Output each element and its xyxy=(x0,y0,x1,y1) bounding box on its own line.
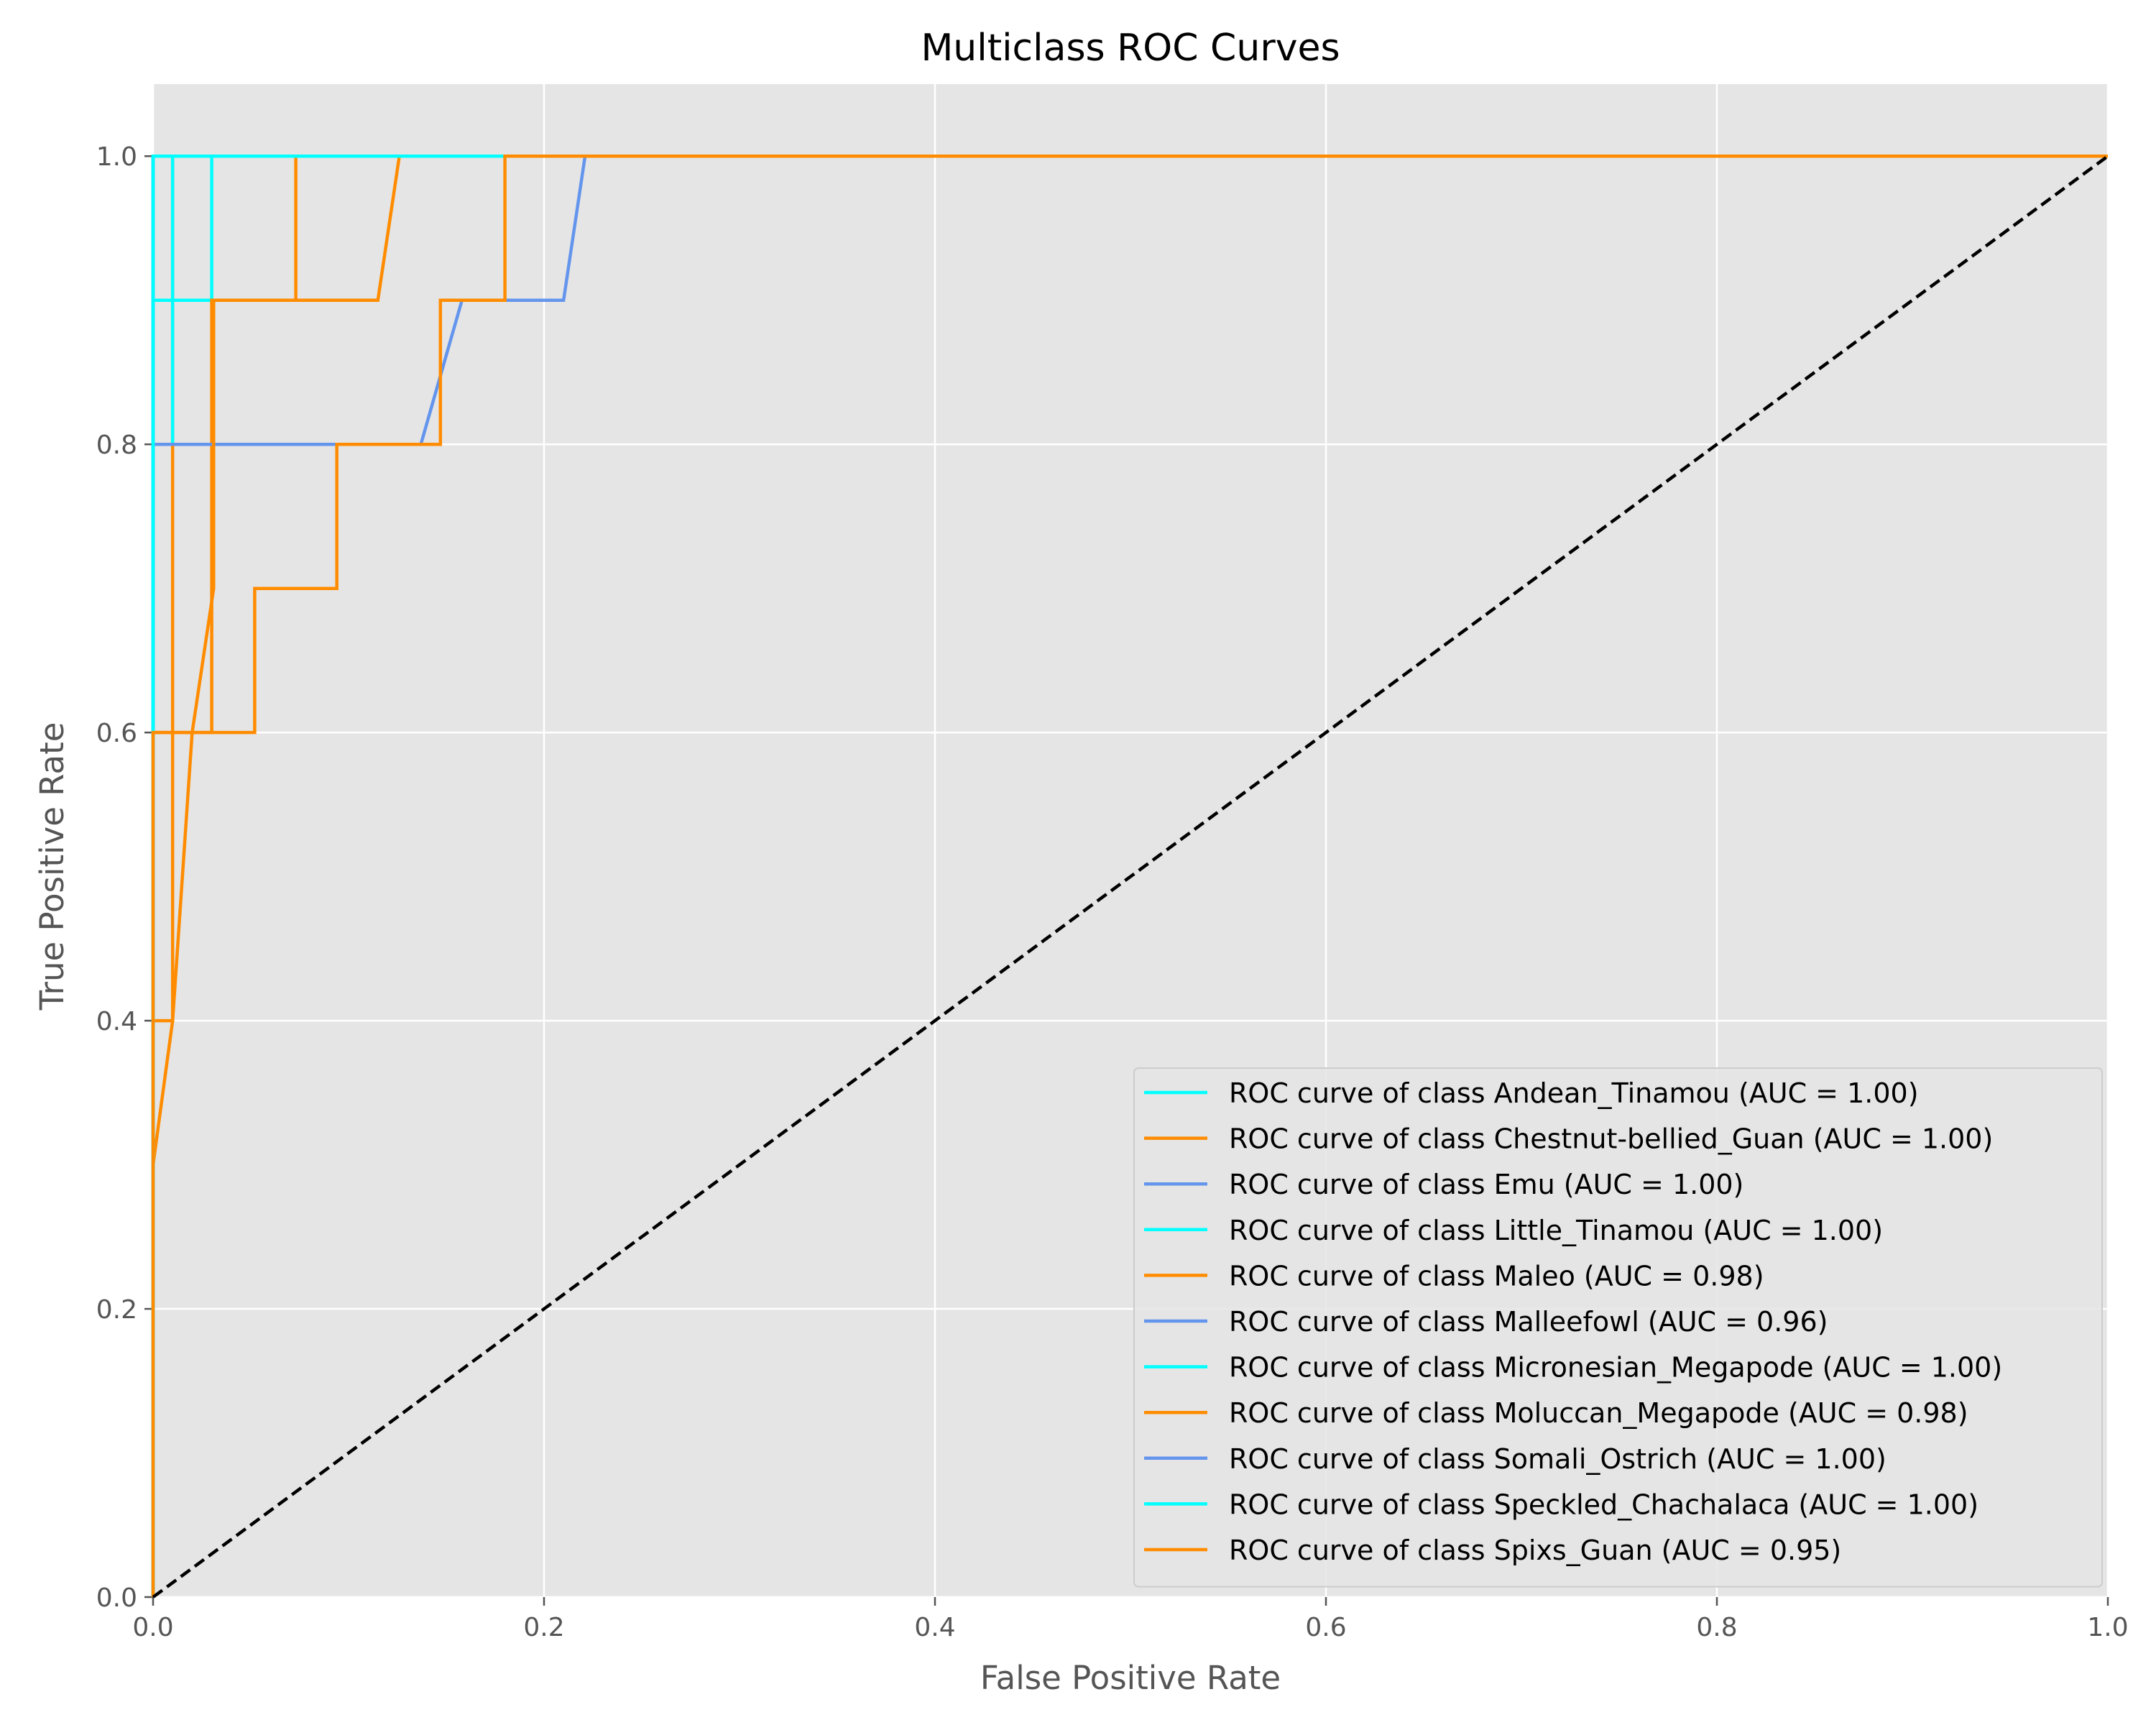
x-tick-label: 1.0 xyxy=(2087,1613,2128,1642)
legend-label: ROC curve of class Emu (AUC = 1.00) xyxy=(1229,1169,1743,1200)
legend-label: ROC curve of class Somali_Ostrich (AUC =… xyxy=(1229,1443,1886,1475)
legend-label: ROC curve of class Speckled_Chachalaca (… xyxy=(1229,1489,1978,1520)
x-tick-label: 0.0 xyxy=(132,1613,173,1642)
y-tick-label: 0.2 xyxy=(96,1295,137,1325)
y-axis-label: True Positive Rate xyxy=(33,722,71,1011)
chance-diagonal-line xyxy=(152,155,2109,1598)
chart-title: Multiclass ROC Curves xyxy=(921,27,1340,70)
x-tick-label: 0.6 xyxy=(1305,1613,1346,1642)
x-axis-label: False Positive Rate xyxy=(980,1659,1281,1697)
x-tick-label: 0.8 xyxy=(1696,1613,1737,1642)
roc-curve-line xyxy=(151,154,2108,1597)
legend-label: ROC curve of class Moluccan_Megapode (AU… xyxy=(1229,1397,1968,1429)
legend: ROC curve of class Andean_Tinamou (AUC =… xyxy=(1133,1067,2103,1588)
y-tick-label: 0.4 xyxy=(96,1007,137,1036)
legend-box xyxy=(1133,1067,2103,1588)
y-tick-label: 1.0 xyxy=(96,142,137,172)
legend-label: ROC curve of class Chestnut-bellied_Guan… xyxy=(1229,1123,1993,1155)
y-tick-label: 0.0 xyxy=(96,1583,137,1613)
legend-label: ROC curve of class Micronesian_Megapode … xyxy=(1229,1352,2002,1384)
roc-curve-line xyxy=(151,154,2108,1165)
legend-label: ROC curve of class Malleefowl (AUC = 0.9… xyxy=(1229,1306,1828,1338)
y-tick-label: 0.6 xyxy=(96,719,137,748)
y-tick-label: 0.8 xyxy=(96,431,137,460)
legend-label: ROC curve of class Spixs_Guan (AUC = 0.9… xyxy=(1229,1535,1841,1566)
x-tick-label: 0.2 xyxy=(523,1613,564,1642)
legend-label: ROC curve of class Andean_Tinamou (AUC =… xyxy=(1229,1077,1919,1109)
legend-label: ROC curve of class Little_Tinamou (AUC =… xyxy=(1229,1215,1883,1246)
x-tick-label: 0.4 xyxy=(914,1613,955,1642)
series-lines xyxy=(151,154,2109,1598)
axis-ticks: 0.0 0.2 0.4 0.6 0.8 1.0 0.0 0.2 0.4 0.6 0.8 1.0 xyxy=(96,142,2129,1642)
legend-label: ROC curve of class Maleo (AUC = 0.98) xyxy=(1229,1260,1764,1292)
